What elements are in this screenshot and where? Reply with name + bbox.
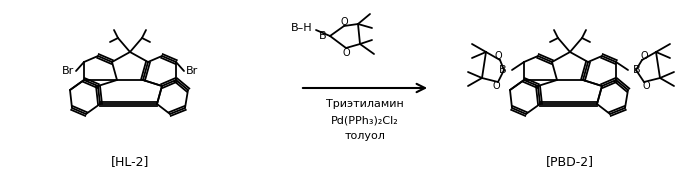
Text: [HL-2]: [HL-2] xyxy=(111,155,149,169)
Text: Триэтиламин: Триэтиламин xyxy=(326,99,404,109)
Text: O: O xyxy=(640,51,648,61)
Text: O: O xyxy=(340,17,348,27)
Text: B: B xyxy=(499,65,507,75)
Text: B–H: B–H xyxy=(290,23,312,33)
Text: толуол: толуол xyxy=(345,131,385,141)
Text: Br: Br xyxy=(62,66,74,76)
Text: B: B xyxy=(633,65,640,75)
Text: Pd(PPh₃)₂Cl₂: Pd(PPh₃)₂Cl₂ xyxy=(331,115,399,125)
Text: O: O xyxy=(642,81,650,91)
Text: O: O xyxy=(494,51,502,61)
Text: [PBD-2]: [PBD-2] xyxy=(546,155,594,169)
Text: B: B xyxy=(318,31,326,41)
Text: O: O xyxy=(343,48,350,58)
Text: Br: Br xyxy=(186,66,199,76)
Text: O: O xyxy=(492,81,500,91)
